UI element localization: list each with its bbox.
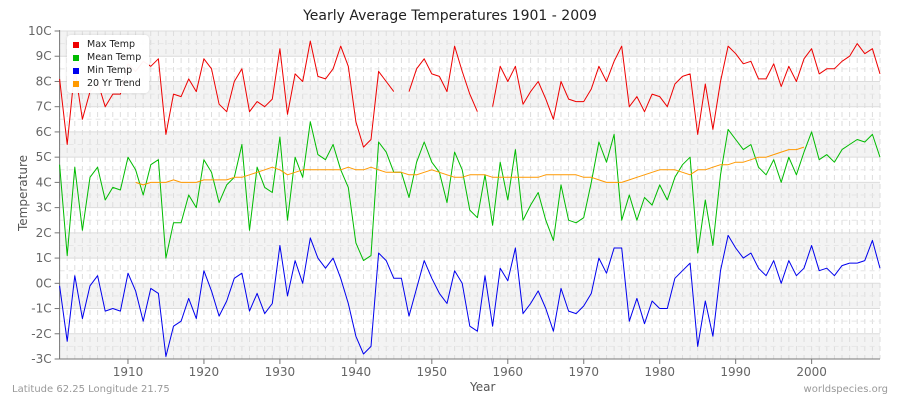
svg-text:4C: 4C [36, 175, 52, 189]
svg-text:1970: 1970 [568, 365, 599, 379]
svg-text:-1C: -1C [31, 302, 51, 316]
legend-label: Min Temp [87, 65, 133, 76]
legend: Max Temp Mean Temp Min Temp 20 Yr Trend [67, 35, 150, 93]
legend-item-trend: 20 Yr Trend [73, 77, 141, 90]
legend-swatch-max [73, 41, 79, 48]
legend-swatch-min [73, 67, 79, 74]
chart-title: Yearly Average Temperatures 1901 - 2009 [303, 8, 597, 24]
svg-text:1980: 1980 [644, 365, 675, 379]
y-axis-label: Temperature [16, 155, 30, 232]
svg-text:1950: 1950 [417, 365, 448, 379]
svg-text:3C: 3C [36, 201, 52, 215]
legend-label: Max Temp [87, 39, 135, 50]
svg-text:1960: 1960 [493, 365, 524, 379]
svg-text:0C: 0C [36, 276, 52, 290]
svg-text:-3C: -3C [31, 352, 51, 366]
svg-text:8C: 8C [36, 74, 52, 88]
svg-text:6C: 6C [36, 125, 52, 139]
legend-item-max: Max Temp [73, 38, 141, 51]
svg-text:7C: 7C [36, 100, 52, 114]
svg-text:-2C: -2C [31, 327, 51, 341]
svg-text:5C: 5C [36, 150, 52, 164]
svg-text:1990: 1990 [720, 365, 751, 379]
legend-item-mean: Mean Temp [73, 51, 141, 64]
svg-text:9C: 9C [36, 49, 52, 63]
location-caption: Latitude 62.25 Longitude 21.75 [12, 384, 170, 395]
legend-swatch-trend [73, 80, 79, 87]
svg-text:10C: 10C [28, 24, 52, 38]
x-axis-label: Year [470, 380, 496, 394]
svg-text:1940: 1940 [341, 365, 372, 379]
legend-swatch-mean [73, 54, 79, 61]
svg-text:1910: 1910 [113, 365, 144, 379]
legend-label: Mean Temp [87, 52, 142, 63]
svg-text:2000: 2000 [796, 365, 827, 379]
svg-text:1930: 1930 [265, 365, 296, 379]
legend-label: 20 Yr Trend [87, 78, 141, 89]
svg-text:1920: 1920 [189, 365, 220, 379]
source-caption: worldspecies.org [803, 384, 888, 395]
legend-item-min: Min Temp [73, 64, 141, 77]
svg-text:2C: 2C [36, 226, 52, 240]
svg-text:1C: 1C [36, 251, 52, 265]
